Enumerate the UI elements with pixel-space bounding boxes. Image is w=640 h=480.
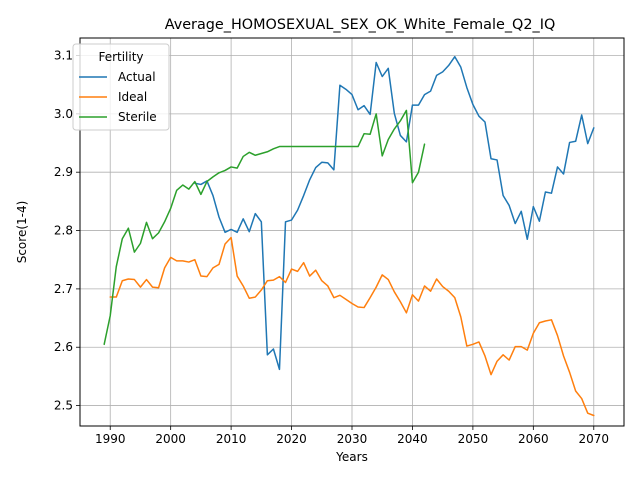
y-tick-label: 2.8 bbox=[54, 224, 73, 238]
x-axis: 1990 2000 2010 2020 2030 2040 2050 2060 2070 bbox=[95, 426, 609, 446]
x-axis-label: Years bbox=[335, 450, 368, 464]
legend-title: Fertility bbox=[98, 50, 143, 64]
legend-box bbox=[72, 43, 170, 131]
series-lines bbox=[103, 55, 595, 417]
y-tick-label: 2.6 bbox=[54, 340, 73, 354]
grid bbox=[80, 38, 624, 426]
series-line-sterile bbox=[103, 109, 426, 346]
y-tick-label: 3.1 bbox=[54, 49, 73, 63]
y-tick-label: 2.5 bbox=[54, 399, 73, 413]
y-axis-label: Score(1-4) bbox=[15, 201, 29, 264]
legend: Fertility Actual Ideal Sterile bbox=[72, 43, 170, 131]
y-axis: 2.5 2.6 2.7 2.8 2.9 3.0 3.1 bbox=[54, 49, 80, 413]
y-tick-label: 2.9 bbox=[54, 165, 73, 179]
chart-title: Average_HOMOSEXUAL_SEX_OK_White_Female_Q… bbox=[165, 17, 556, 33]
legend-label-ideal: Ideal bbox=[118, 90, 147, 104]
y-tick-label: 3.0 bbox=[54, 107, 73, 121]
series-line-actual bbox=[194, 55, 595, 371]
x-tick-label: 2050 bbox=[458, 432, 489, 446]
y-tick-label: 2.7 bbox=[54, 282, 73, 296]
x-tick-label: 2000 bbox=[155, 432, 186, 446]
x-tick-label: 2060 bbox=[518, 432, 549, 446]
x-tick-label: 2010 bbox=[216, 432, 247, 446]
x-tick-label: 1990 bbox=[95, 432, 126, 446]
x-tick-label: 2040 bbox=[397, 432, 428, 446]
legend-label-sterile: Sterile bbox=[118, 110, 157, 124]
x-tick-label: 2070 bbox=[579, 432, 610, 446]
x-tick-label: 2030 bbox=[337, 432, 368, 446]
series-line-ideal bbox=[109, 236, 595, 417]
x-tick-label: 2020 bbox=[276, 432, 307, 446]
legend-label-actual: Actual bbox=[118, 70, 156, 84]
